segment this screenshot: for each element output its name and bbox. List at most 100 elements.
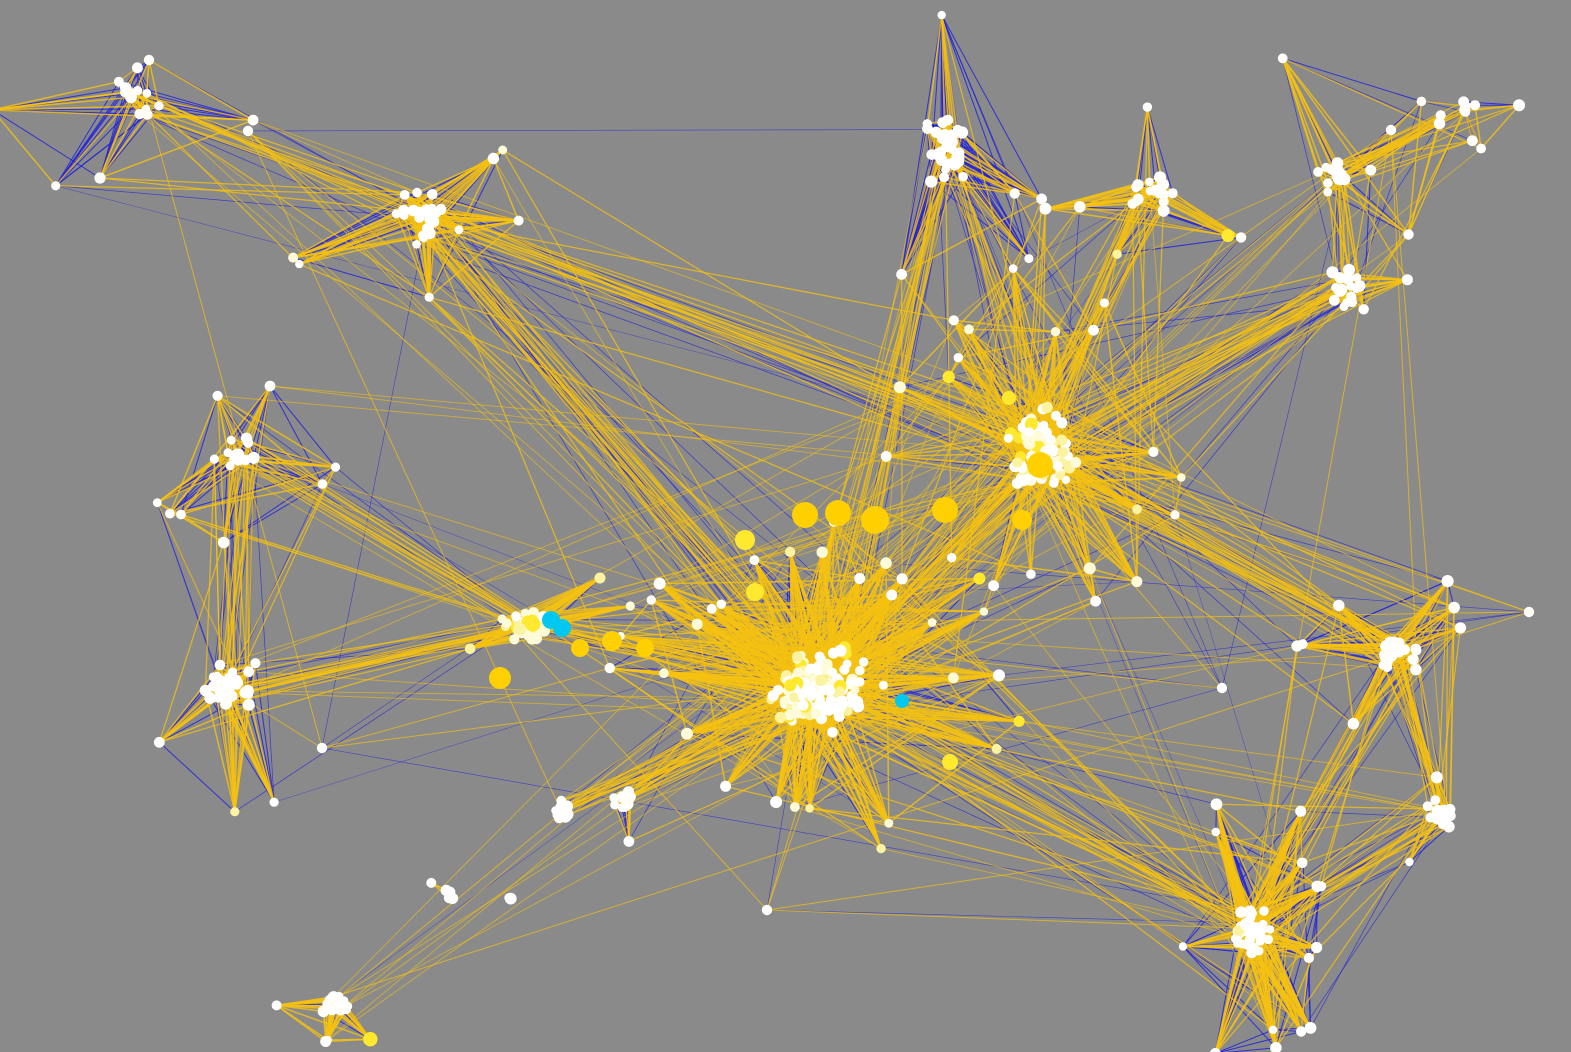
graph-node[interactable]: [785, 546, 796, 558]
graph-node[interactable]: [1258, 919, 1268, 930]
graph-node[interactable]: [323, 1035, 332, 1045]
graph-node[interactable]: [1036, 193, 1047, 205]
graph-node[interactable]: [1050, 410, 1061, 421]
graph-node[interactable]: [1331, 157, 1344, 169]
graph-node[interactable]: [1235, 906, 1247, 918]
graph-node[interactable]: [828, 667, 838, 677]
graph-node[interactable]: [646, 595, 656, 605]
graph-node[interactable]: [1296, 1026, 1307, 1037]
bridge-left-spur[interactable]: [316, 742, 328, 754]
graph-node[interactable]: [1323, 187, 1333, 197]
graph-node[interactable]: [526, 633, 538, 645]
graph-node[interactable]: [805, 804, 814, 813]
graph-node[interactable]: [1235, 232, 1247, 243]
gold-hub-6[interactable]: [1012, 510, 1032, 530]
graph-node[interactable]: [509, 634, 520, 645]
graph-node[interactable]: [770, 796, 783, 808]
graph-node[interactable]: [120, 88, 129, 97]
graph-node[interactable]: [1258, 933, 1268, 943]
graph-node[interactable]: [886, 589, 898, 601]
graph-node[interactable]: [1401, 274, 1413, 286]
graph-node[interactable]: [720, 780, 732, 792]
graph-node[interactable]: [1441, 575, 1454, 588]
graph-node[interactable]: [896, 269, 907, 280]
graph-node[interactable]: [876, 843, 886, 854]
graph-node[interactable]: [51, 181, 61, 191]
graph-node[interactable]: [1158, 196, 1169, 207]
graph-node[interactable]: [1277, 53, 1288, 64]
graph-node[interactable]: [552, 809, 564, 821]
graph-node[interactable]: [1247, 942, 1259, 954]
graph-node[interactable]: [1026, 569, 1036, 579]
gold-hub-11[interactable]: [571, 639, 589, 657]
graph-node[interactable]: [1454, 622, 1467, 634]
bridge-right-spur[interactable]: [1216, 682, 1228, 694]
graph-node[interactable]: [937, 10, 946, 20]
graph-node[interactable]: [1013, 715, 1025, 727]
graph-node[interactable]: [790, 802, 800, 812]
graph-node[interactable]: [399, 210, 409, 220]
graph-node[interactable]: [1358, 304, 1369, 315]
graph-node[interactable]: [1365, 164, 1377, 176]
graph-node[interactable]: [942, 134, 952, 144]
graph-node[interactable]: [1148, 446, 1159, 457]
graph-node[interactable]: [594, 572, 606, 584]
graph-node[interactable]: [1352, 273, 1362, 282]
graph-node[interactable]: [1048, 478, 1059, 488]
bridge-bottom-spur[interactable]: [761, 904, 773, 916]
graph-node[interactable]: [1331, 171, 1343, 183]
graph-node[interactable]: [1347, 717, 1360, 730]
graph-node[interactable]: [930, 126, 942, 138]
graph-node[interactable]: [948, 315, 959, 326]
graph-node[interactable]: [1346, 291, 1357, 302]
graph-node[interactable]: [797, 699, 809, 711]
graph-node[interactable]: [240, 454, 251, 466]
graph-node[interactable]: [810, 708, 822, 720]
graph-node[interactable]: [141, 104, 151, 114]
graph-node[interactable]: [826, 694, 835, 703]
graph-node[interactable]: [942, 370, 955, 384]
graph-node[interactable]: [792, 667, 804, 679]
graph-node[interactable]: [659, 668, 669, 679]
graph-node[interactable]: [625, 601, 635, 611]
graph-node[interactable]: [1333, 599, 1345, 612]
gold-hub-14[interactable]: [1002, 391, 1016, 405]
graph-node[interactable]: [1469, 100, 1481, 111]
graph-node[interactable]: [132, 62, 143, 74]
graph-node[interactable]: [1259, 906, 1269, 916]
cyan-node-3[interactable]: [895, 694, 909, 708]
graph-node[interactable]: [132, 85, 143, 96]
graph-node[interactable]: [1430, 771, 1443, 784]
graph-node[interactable]: [464, 643, 476, 655]
graph-node[interactable]: [815, 674, 827, 686]
gold-hub-8[interactable]: [489, 667, 511, 689]
graph-node[interactable]: [835, 686, 845, 696]
node-layer[interactable]: [0, 10, 1535, 1052]
graph-node[interactable]: [1039, 202, 1052, 215]
graph-node[interactable]: [1513, 99, 1526, 112]
graph-node[interactable]: [1070, 457, 1082, 468]
graph-node[interactable]: [1405, 857, 1414, 867]
graph-node[interactable]: [199, 684, 212, 697]
graph-node[interactable]: [212, 390, 223, 401]
graph-node[interactable]: [243, 437, 254, 448]
graph-node[interactable]: [334, 1003, 347, 1016]
graph-node[interactable]: [1354, 280, 1366, 292]
graph-node[interactable]: [1313, 167, 1323, 177]
gold-hub-7[interactable]: [735, 530, 755, 550]
graph-node[interactable]: [1435, 110, 1446, 121]
graph-node[interactable]: [952, 124, 963, 135]
graph-node[interactable]: [176, 509, 186, 520]
bridge-far-right[interactable]: [1523, 606, 1535, 618]
graph-node[interactable]: [513, 215, 524, 226]
graph-node[interactable]: [706, 603, 717, 614]
graph-node[interactable]: [152, 498, 162, 507]
gold-hub-12[interactable]: [746, 583, 764, 601]
graph-node[interactable]: [1009, 188, 1020, 199]
graph-node[interactable]: [561, 805, 572, 816]
graph-node[interactable]: [988, 580, 999, 592]
graph-node[interactable]: [1410, 664, 1422, 676]
graph-node[interactable]: [1430, 795, 1441, 805]
graph-node[interactable]: [616, 791, 628, 803]
graph-node[interactable]: [208, 680, 220, 692]
